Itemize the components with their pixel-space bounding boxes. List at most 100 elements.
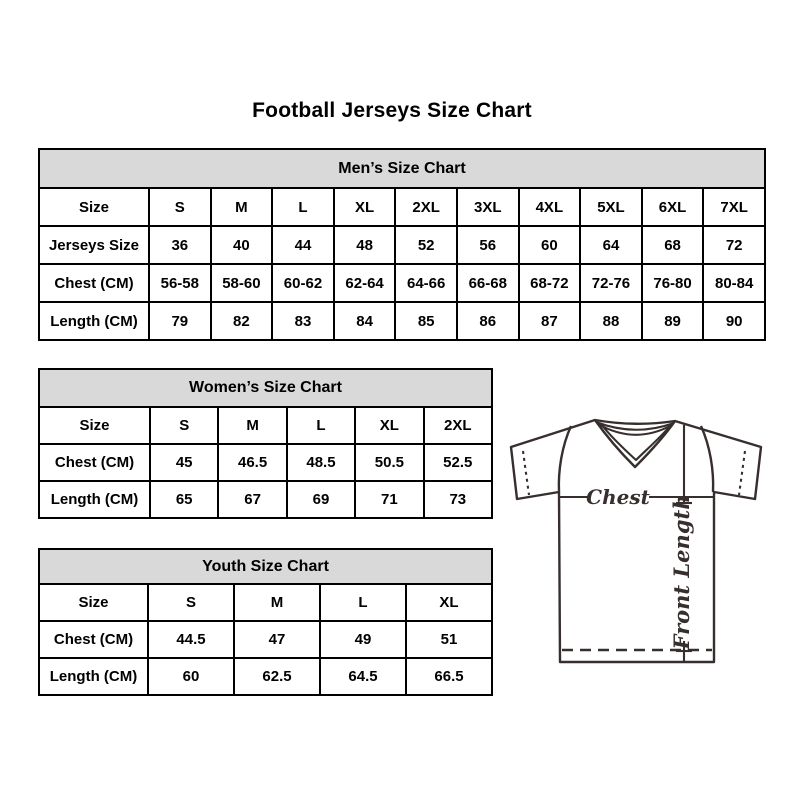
front-length-label: Front Length xyxy=(669,495,694,651)
row-label-cell: Size xyxy=(38,406,151,445)
value-cell: S xyxy=(147,583,235,622)
value-cell: 6XL xyxy=(640,187,705,227)
table-row: Length (CM) 65 67 69 71 73 xyxy=(38,480,494,519)
left-sleeve-seam xyxy=(557,425,573,493)
value-cell: 72 xyxy=(702,225,766,265)
vneck-inner-line xyxy=(600,423,672,462)
value-cell: 50.5 xyxy=(354,443,425,482)
value-cell: 46.5 xyxy=(217,443,288,482)
table-row: Length (CM) 79 82 83 84 85 86 87 88 89 90 xyxy=(38,301,766,341)
value-cell: 71 xyxy=(354,480,425,519)
youth-size-table: Youth Size Chart Size S M L XL Chest (CM) 44.5 4… xyxy=(38,548,493,696)
value-cell: 86 xyxy=(455,301,520,341)
value-cell: 62-64 xyxy=(332,263,397,303)
value-cell: XL xyxy=(332,187,397,227)
value-cell: 85 xyxy=(394,301,458,341)
value-cell: L xyxy=(285,406,357,445)
vneck-outer-line xyxy=(594,419,676,469)
value-cell: 64-66 xyxy=(394,263,458,303)
value-cell: 84 xyxy=(332,301,397,341)
table-title: Women’s Size Chart xyxy=(38,368,493,408)
value-cell: 45 xyxy=(148,443,220,482)
mens-size-table: Men’s Size Chart Size S M L XL 2XL 3XL 4XL 5XL 6XL… xyxy=(38,148,766,341)
value-cell: 65 xyxy=(148,480,220,519)
value-cell: 48 xyxy=(332,225,397,265)
value-cell: 51 xyxy=(405,620,493,659)
value-cell: 83 xyxy=(271,301,335,341)
value-cell: 47 xyxy=(233,620,321,659)
value-cell: S xyxy=(148,406,220,445)
table-row: Length (CM) 60 62.5 64.5 66.5 xyxy=(38,657,493,696)
value-cell: 60 xyxy=(517,225,582,265)
row-label-cell: Jerseys Size xyxy=(38,225,150,265)
value-cell: 88 xyxy=(579,301,643,341)
value-cell: 52 xyxy=(394,225,458,265)
value-cell: 49 xyxy=(319,620,407,659)
value-cell: XL xyxy=(405,583,493,622)
right-cuff-dashed-line xyxy=(737,450,747,496)
row-label-cell: Size xyxy=(38,187,150,227)
page-title: Football Jerseys Size Chart xyxy=(252,99,532,122)
value-cell: 68-72 xyxy=(517,263,582,303)
value-cell: 4XL xyxy=(517,187,582,227)
row-label-cell: Length (CM) xyxy=(38,301,150,341)
value-cell: 66-68 xyxy=(455,263,520,303)
value-cell: 7XL xyxy=(702,187,766,227)
value-cell: L xyxy=(319,583,407,622)
row-label-cell: Size xyxy=(38,583,149,622)
value-cell: 66.5 xyxy=(405,657,493,696)
collar-back-arc xyxy=(595,421,675,431)
right-sleeve-seam xyxy=(699,425,715,493)
jersey-outline-shape xyxy=(509,418,763,664)
value-cell: 2XL xyxy=(394,187,458,227)
value-cell: 67 xyxy=(217,480,288,519)
value-cell: M xyxy=(233,583,321,622)
row-label-cell: Chest (CM) xyxy=(38,443,151,482)
value-cell: 82 xyxy=(209,301,274,341)
value-cell: 44 xyxy=(271,225,335,265)
value-cell: 68 xyxy=(640,225,705,265)
value-cell: M xyxy=(209,187,274,227)
value-cell: 3XL xyxy=(455,187,520,227)
row-label-cell: Length (CM) xyxy=(38,480,151,519)
value-cell: 69 xyxy=(285,480,357,519)
table-row: Chest (CM) 44.5 47 49 51 xyxy=(38,620,493,659)
row-label-cell: Chest (CM) xyxy=(38,263,150,303)
table-row: Size S M L XL 2XL xyxy=(38,406,494,445)
value-cell: 40 xyxy=(209,225,274,265)
table-row: Chest (CM) 45 46.5 48.5 50.5 52.5 xyxy=(38,443,494,482)
table-title: Men’s Size Chart xyxy=(38,148,766,189)
value-cell: 79 xyxy=(148,301,212,341)
value-cell: 56 xyxy=(455,225,520,265)
womens-size-table: Women’s Size Chart Size S M L XL 2XL Chest (CM)… xyxy=(38,368,494,519)
left-cuff-dashed-line xyxy=(521,450,531,496)
table-row: Chest (CM) 56-58 58-60 60-62 62-64 64-66 66-68… xyxy=(38,263,766,303)
value-cell: 36 xyxy=(148,225,212,265)
value-cell: 58-60 xyxy=(209,263,274,303)
value-cell: 73 xyxy=(422,480,494,519)
value-cell: 60-62 xyxy=(271,263,335,303)
value-cell: S xyxy=(148,187,212,227)
row-label-cell: Chest (CM) xyxy=(38,620,149,659)
jersey-measurement-diagram: Chest Front Length xyxy=(498,404,770,666)
value-cell: 60 xyxy=(147,657,235,696)
size-table: Youth Size Chart Size S M L XL Chest (CM) 44.5 4… xyxy=(38,548,493,696)
value-cell: 48.5 xyxy=(285,443,357,482)
table-row: Size S M L XL 2XL 3XL 4XL 5XL 6XL 7XL xyxy=(38,187,766,227)
value-cell: 52.5 xyxy=(422,443,494,482)
size-table: Women’s Size Chart Size S M L XL 2XL Chest (CM)… xyxy=(38,368,494,519)
value-cell: 90 xyxy=(702,301,766,341)
table-row: Jerseys Size 36 40 44 48 52 56 60 64 68 72 xyxy=(38,225,766,265)
row-label-cell: Length (CM) xyxy=(38,657,149,696)
value-cell: M xyxy=(217,406,288,445)
value-cell: 56-58 xyxy=(148,263,212,303)
value-cell: 64.5 xyxy=(319,657,407,696)
value-cell: 80-84 xyxy=(702,263,766,303)
value-cell: XL xyxy=(354,406,425,445)
table-row: Size S M L XL xyxy=(38,583,493,622)
value-cell: 64 xyxy=(579,225,643,265)
size-table: Men’s Size Chart Size S M L XL 2XL 3XL 4XL 5XL 6XL… xyxy=(38,148,766,341)
value-cell: 72-76 xyxy=(579,263,643,303)
value-cell: 89 xyxy=(640,301,705,341)
